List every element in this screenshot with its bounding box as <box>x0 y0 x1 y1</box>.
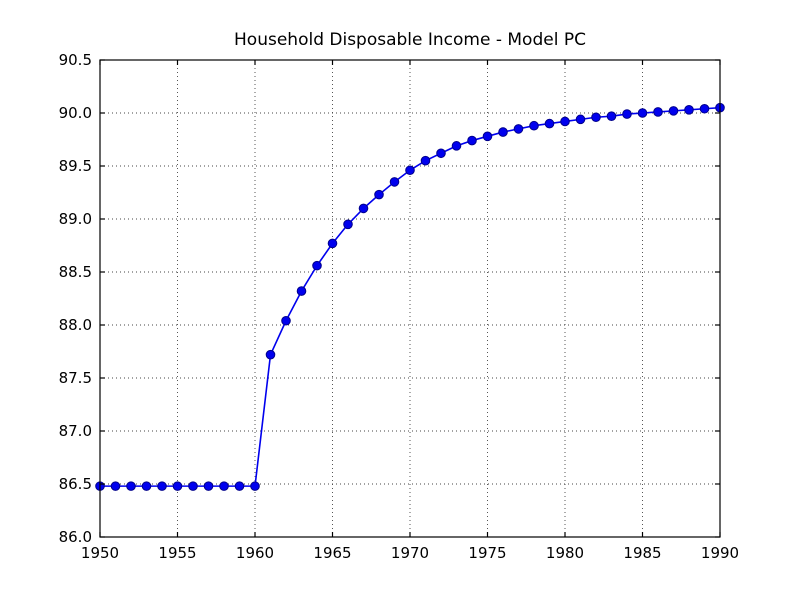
data-point-marker <box>451 141 462 151</box>
data-point-marker <box>606 111 617 121</box>
y-tick-label: 88.0 <box>59 316 92 334</box>
data-point-marker <box>684 105 694 115</box>
y-tick-label: 89.0 <box>59 210 92 228</box>
data-point-marker <box>389 177 400 187</box>
data-point-marker <box>265 349 276 360</box>
data-point-marker <box>637 108 648 118</box>
y-tick-label: 89.5 <box>59 157 92 175</box>
y-tick-label: 87.0 <box>59 422 92 440</box>
data-point-marker <box>250 481 260 491</box>
data-point-marker <box>544 118 555 129</box>
data-point-marker <box>575 114 586 125</box>
x-tick-label: 1955 <box>158 544 196 562</box>
x-tick-label: 1970 <box>391 544 429 562</box>
data-point-marker <box>653 107 663 117</box>
axes-border <box>99 59 721 538</box>
data-point-marker <box>203 481 214 491</box>
data-point-marker <box>591 112 601 123</box>
data-point-marker <box>498 127 508 137</box>
data-point-marker <box>622 109 632 119</box>
y-tick-label: 90.0 <box>59 104 92 122</box>
data-point-marker <box>482 131 493 142</box>
data-point-marker <box>374 189 384 200</box>
data-point-marker <box>234 481 245 491</box>
data-point-marker <box>312 260 322 271</box>
y-tick-label: 86.5 <box>59 475 92 493</box>
data-point-marker <box>699 103 710 114</box>
data-point-marker <box>436 148 446 159</box>
data-point-marker <box>281 315 291 326</box>
chart-title: Household Disposable Income - Model PC <box>234 30 586 50</box>
data-point-marker <box>560 116 570 127</box>
data-point-marker <box>188 481 198 491</box>
data-point-marker <box>513 124 524 134</box>
data-point-marker <box>110 481 121 491</box>
data-point-marker <box>126 481 136 491</box>
data-point-marker <box>668 106 679 116</box>
data-point-marker <box>327 238 338 249</box>
x-tick-label: 1965 <box>313 544 351 562</box>
y-tick-label: 87.5 <box>59 369 92 387</box>
y-tick-label: 88.5 <box>59 263 92 281</box>
data-point-marker <box>405 165 415 176</box>
x-tick-label: 1985 <box>623 544 661 562</box>
data-point-marker <box>172 481 183 491</box>
data-point-marker <box>141 481 152 491</box>
data-point-marker <box>219 481 229 491</box>
data-point-marker <box>296 286 307 296</box>
data-point-marker <box>529 120 539 131</box>
data-point-marker <box>157 481 167 491</box>
y-tick-label: 86.0 <box>59 528 92 546</box>
data-point-marker <box>467 135 477 146</box>
y-tick-label: 90.5 <box>59 51 92 69</box>
data-point-marker <box>420 155 431 166</box>
x-tick-label: 1950 <box>81 544 119 562</box>
data-point-marker <box>343 219 353 230</box>
x-tick-label: 1990 <box>701 544 739 562</box>
x-tick-label: 1975 <box>468 544 506 562</box>
x-tick-label: 1980 <box>546 544 584 562</box>
data-point-marker <box>358 203 369 214</box>
x-tick-label: 1960 <box>236 544 274 562</box>
